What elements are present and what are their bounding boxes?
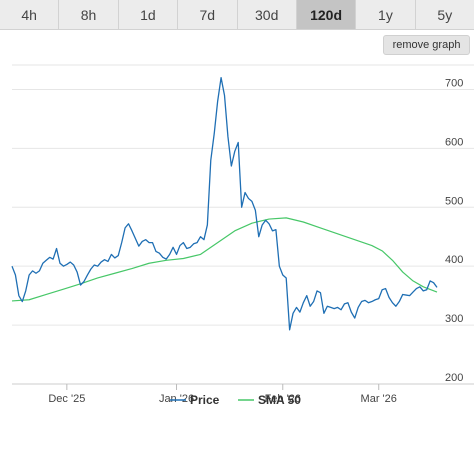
x-tick-label: Feb '26 bbox=[265, 393, 301, 405]
chart-grid bbox=[12, 64, 474, 385]
tab-1d[interactable]: 1d bbox=[119, 0, 179, 29]
legend-sma50[interactable]: SMA 50 bbox=[238, 393, 301, 407]
x-tick-label: Mar '26 bbox=[361, 393, 397, 405]
y-tick-label: 300 bbox=[445, 313, 463, 325]
y-tick-label: 200 bbox=[445, 372, 463, 384]
y-tick-label: 600 bbox=[445, 136, 463, 148]
price-series-line bbox=[11, 77, 438, 331]
y-tick-label: 400 bbox=[445, 254, 463, 266]
tab-120d[interactable]: 120d bbox=[296, 0, 357, 29]
tab-30d[interactable]: 30d bbox=[238, 0, 297, 29]
x-tick-label: Jan '26 bbox=[159, 393, 194, 405]
tab-4h[interactable]: 4h bbox=[0, 0, 60, 29]
legend-label: Price bbox=[190, 393, 220, 407]
y-tick-label: 500 bbox=[445, 195, 463, 207]
tab-8h[interactable]: 8h bbox=[59, 0, 119, 29]
series-layer bbox=[11, 77, 438, 331]
y-axis: 200 300 400 500 600 700 bbox=[445, 77, 463, 384]
legend: Price SMA 50 bbox=[170, 393, 301, 407]
tab-1y[interactable]: 1y bbox=[356, 0, 416, 29]
sma50-series-line bbox=[11, 217, 438, 302]
tab-7d[interactable]: 7d bbox=[178, 0, 238, 29]
tab-5y[interactable]: 5y bbox=[437, 6, 453, 23]
timeframe-tabs: 4h 8h 1d 7d 30d 120d 1y 5y bbox=[0, 0, 474, 30]
y-tick-label: 700 bbox=[445, 77, 463, 89]
remove-graph-button[interactable]: remove graph bbox=[383, 35, 470, 55]
x-tick-label: Dec '25 bbox=[48, 393, 85, 405]
legend-label: SMA 50 bbox=[258, 393, 301, 407]
x-axis: Dec '25 Jan '26 Feb '26 Mar '26 bbox=[48, 384, 397, 405]
legend-price[interactable]: Price bbox=[170, 393, 220, 407]
